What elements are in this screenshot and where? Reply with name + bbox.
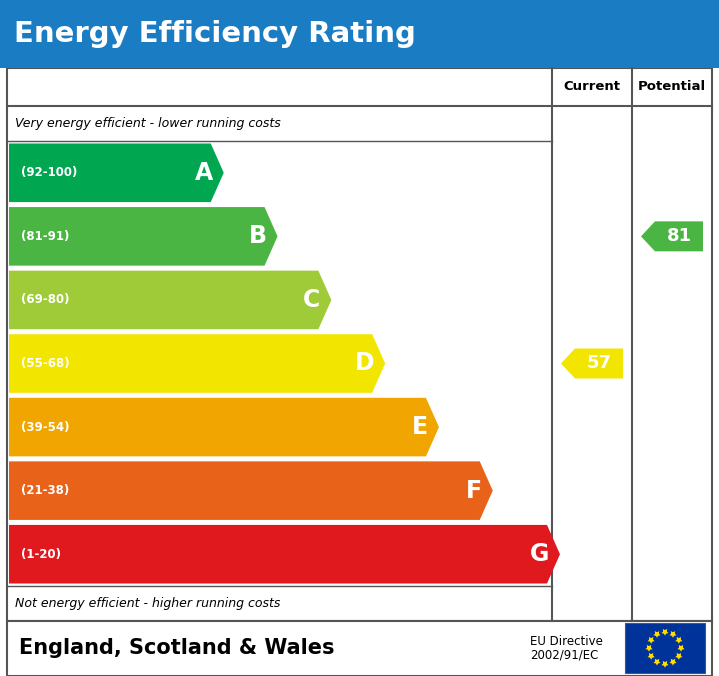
Polygon shape (677, 645, 684, 652)
Polygon shape (669, 631, 677, 638)
Text: (69-80): (69-80) (21, 293, 70, 306)
Text: 81: 81 (667, 227, 692, 245)
Text: Current: Current (564, 80, 620, 93)
Polygon shape (648, 637, 655, 644)
Text: C: C (303, 288, 321, 312)
Text: 57: 57 (587, 354, 611, 372)
Text: G: G (530, 542, 549, 566)
Polygon shape (648, 653, 655, 660)
Text: D: D (354, 352, 374, 375)
Polygon shape (9, 461, 493, 520)
Text: (55-68): (55-68) (21, 357, 70, 370)
Polygon shape (661, 661, 669, 668)
Text: A: A (195, 161, 213, 185)
Text: EU Directive: EU Directive (530, 635, 603, 648)
Text: (39-54): (39-54) (21, 420, 70, 433)
Text: B: B (249, 224, 267, 248)
Polygon shape (669, 659, 677, 666)
Polygon shape (561, 349, 623, 379)
Bar (0, 0, 719, 68)
Bar (7, 621, 712, 676)
Text: F: F (466, 479, 482, 503)
Text: (81-91): (81-91) (21, 230, 69, 243)
Text: E: E (412, 415, 428, 439)
Polygon shape (661, 629, 669, 636)
Text: Potential: Potential (638, 80, 706, 93)
Text: 2002/91/EC: 2002/91/EC (530, 649, 598, 662)
Polygon shape (9, 270, 331, 329)
Text: Energy Efficiency Rating: Energy Efficiency Rating (14, 20, 416, 48)
Polygon shape (675, 653, 682, 660)
Text: Not energy efficient - higher running costs: Not energy efficient - higher running co… (15, 597, 280, 610)
Text: (92-100): (92-100) (21, 166, 78, 179)
Text: Very energy efficient - lower running costs: Very energy efficient - lower running co… (15, 117, 280, 130)
Polygon shape (9, 525, 560, 583)
Polygon shape (9, 207, 278, 266)
Polygon shape (641, 221, 703, 251)
Bar (625, 623, 705, 673)
Polygon shape (654, 659, 661, 666)
Text: (1-20): (1-20) (21, 548, 61, 560)
Polygon shape (654, 631, 661, 638)
Polygon shape (9, 334, 385, 393)
Text: (21-38): (21-38) (21, 484, 69, 497)
Bar (7, 68, 712, 621)
Text: England, Scotland & Wales: England, Scotland & Wales (19, 639, 334, 658)
Polygon shape (9, 397, 439, 456)
Polygon shape (646, 645, 653, 652)
Polygon shape (9, 143, 224, 202)
Polygon shape (675, 637, 682, 644)
